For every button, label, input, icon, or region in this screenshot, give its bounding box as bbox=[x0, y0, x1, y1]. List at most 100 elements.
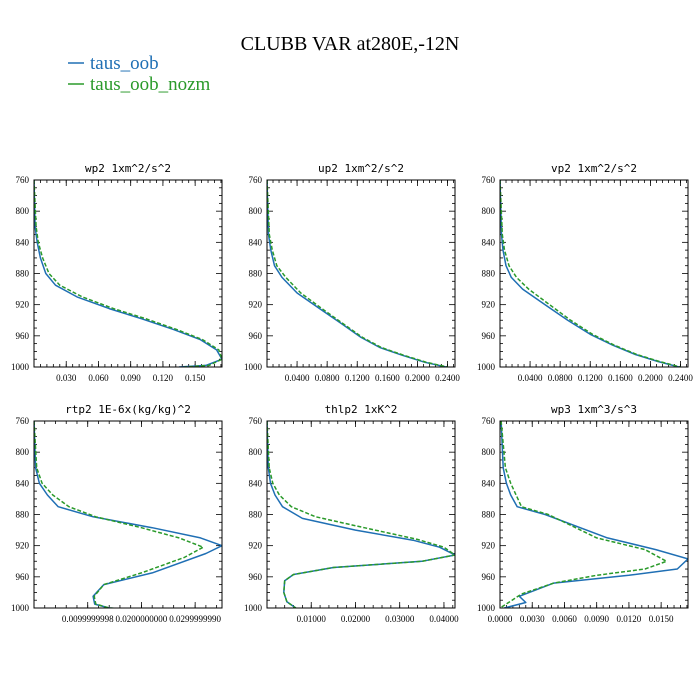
panel-frame bbox=[33, 420, 223, 609]
x-tick-label: 0.2000 bbox=[405, 373, 430, 383]
y-tick-label: 920 bbox=[482, 300, 496, 310]
series-line-taus-oob-nozm bbox=[500, 180, 681, 367]
y-tick-label: 800 bbox=[16, 206, 30, 216]
y-tick-label: 840 bbox=[482, 478, 496, 488]
panel-frame bbox=[266, 420, 456, 609]
series-line-taus-oob bbox=[34, 421, 222, 608]
x-tick-label: 0.04000 bbox=[429, 614, 459, 624]
x-tick-label: 0.0120 bbox=[617, 614, 642, 624]
y-tick-label: 760 bbox=[249, 416, 263, 426]
x-tick-label: 0.0060 bbox=[552, 614, 577, 624]
x-tick-label: 0.2000 bbox=[638, 373, 663, 383]
panel-title: up2 1xm^2/s^2 bbox=[318, 162, 404, 175]
panel-1: wp2 1xm^2/s^2 760 800 840 880 920 960 1000 0.030… bbox=[11, 162, 223, 383]
y-tick-label: 960 bbox=[482, 572, 496, 582]
series-line-taus-oob-nozm bbox=[267, 180, 448, 367]
x-tick-label: 0.1200 bbox=[578, 373, 603, 383]
panel-3: vp2 1xm^2/s^2 760 800 840 880 920 960 1000 0.040… bbox=[477, 162, 693, 383]
series-line-taus-oob-nozm bbox=[34, 180, 222, 367]
y-tick-label: 920 bbox=[249, 300, 263, 310]
panel-series-group bbox=[500, 421, 688, 608]
y-tick-label: 800 bbox=[482, 206, 496, 216]
y-tick-label: 880 bbox=[482, 269, 496, 279]
panel-series-group bbox=[34, 421, 222, 608]
x-tick-label: 0.2400 bbox=[435, 373, 460, 383]
panel-series-group bbox=[267, 421, 455, 608]
x-tick-label: 0.0299999990 bbox=[169, 614, 221, 624]
x-tick-label: 0.030 bbox=[56, 373, 77, 383]
y-tick-label: 840 bbox=[16, 237, 30, 247]
y-tick-label: 960 bbox=[482, 331, 496, 341]
series-line-taus-oob bbox=[267, 180, 447, 367]
y-tick-label: 760 bbox=[16, 416, 30, 426]
series-line-taus-oob-nozm bbox=[500, 421, 668, 608]
y-tick-label: 880 bbox=[249, 510, 263, 520]
y-tick-label: 1000 bbox=[244, 362, 263, 372]
x-tick-label: 0.02000 bbox=[341, 614, 371, 624]
y-tick-label: 960 bbox=[249, 572, 263, 582]
y-tick-label: 920 bbox=[16, 300, 30, 310]
y-tick-label: 840 bbox=[482, 237, 496, 247]
y-tick-label: 760 bbox=[482, 175, 496, 185]
panel-frame bbox=[499, 179, 689, 368]
y-tick-label: 760 bbox=[249, 175, 263, 185]
figure-legend: taus_oob taus_oob_nozm bbox=[68, 53, 211, 95]
panel-2: up2 1xm^2/s^2 760 800 840 880 920 960 1000 0.040… bbox=[244, 162, 460, 383]
panels-grid: wp2 1xm^2/s^2 760 800 840 880 920 960 1000 0.030… bbox=[11, 162, 693, 624]
y-tick-label: 880 bbox=[16, 510, 30, 520]
x-tick-label: 0.01000 bbox=[297, 614, 327, 624]
y-tick-label: 920 bbox=[482, 541, 496, 551]
panel-4: rtp2 1E-6x(kg/kg)^2 760 800 840 880 920 960 100… bbox=[11, 403, 223, 624]
x-tick-label: 0.0030 bbox=[520, 614, 545, 624]
y-tick-label: 960 bbox=[16, 572, 30, 582]
y-tick-label: 800 bbox=[482, 447, 496, 457]
panel-frame bbox=[266, 179, 456, 368]
y-tick-label: 760 bbox=[16, 175, 30, 185]
legend-label-taus-oob-nozm: taus_oob_nozm bbox=[90, 74, 211, 95]
panel-title: vp2 1xm^2/s^2 bbox=[551, 162, 637, 175]
panel-series-group bbox=[34, 180, 222, 367]
x-tick-label: 0.120 bbox=[153, 373, 174, 383]
series-line-taus-oob bbox=[34, 180, 222, 367]
y-tick-label: 800 bbox=[249, 206, 263, 216]
x-tick-label: 0.03000 bbox=[385, 614, 415, 624]
series-line-taus-oob bbox=[500, 180, 680, 367]
series-line-taus-oob bbox=[500, 421, 688, 608]
panel-series-group bbox=[267, 180, 448, 367]
y-tick-label: 880 bbox=[482, 510, 496, 520]
x-tick-label: 0.0400 bbox=[518, 373, 543, 383]
x-tick-label: 0.0150 bbox=[649, 614, 674, 624]
y-tick-label: 840 bbox=[249, 237, 263, 247]
y-tick-label: 760 bbox=[482, 416, 496, 426]
y-tick-label: 800 bbox=[249, 447, 263, 457]
legend-label-taus-oob: taus_oob bbox=[90, 53, 159, 74]
x-tick-label: 0.150 bbox=[185, 373, 206, 383]
figure-title: CLUBB VAR at280E,-12N bbox=[241, 33, 460, 55]
x-tick-label: 0.1600 bbox=[375, 373, 400, 383]
x-tick-label: 0.0200000000 bbox=[116, 614, 168, 624]
x-tick-label: 0.0800 bbox=[548, 373, 573, 383]
x-tick-label: 0.0800 bbox=[315, 373, 340, 383]
x-tick-label: 0.0400 bbox=[285, 373, 310, 383]
y-tick-label: 960 bbox=[16, 331, 30, 341]
y-tick-label: 840 bbox=[16, 478, 30, 488]
x-tick-label: 0.2400 bbox=[668, 373, 693, 383]
panel-6: wp3 1xm^3/s^3 760 800 840 880 920 960 10000.000… bbox=[477, 403, 689, 624]
x-tick-label: 0.0099999998 bbox=[62, 614, 114, 624]
y-tick-label: 1000 bbox=[11, 603, 30, 613]
x-tick-label: 0.1200 bbox=[345, 373, 370, 383]
y-tick-label: 920 bbox=[16, 541, 30, 551]
y-tick-label: 1000 bbox=[477, 362, 496, 372]
panel-title: wp3 1xm^3/s^3 bbox=[551, 403, 637, 416]
panel-frame bbox=[33, 179, 223, 368]
panel-title: thlp2 1xK^2 bbox=[325, 403, 398, 416]
panel-series-group bbox=[500, 180, 681, 367]
x-tick-label: 0.060 bbox=[88, 373, 109, 383]
x-tick-label: 0.0000 bbox=[488, 614, 513, 624]
y-tick-label: 880 bbox=[16, 269, 30, 279]
panel-frame bbox=[499, 420, 689, 609]
x-tick-label: 0.0090 bbox=[584, 614, 609, 624]
series-line-taus-oob bbox=[267, 421, 455, 608]
y-tick-label: 1000 bbox=[477, 603, 496, 613]
